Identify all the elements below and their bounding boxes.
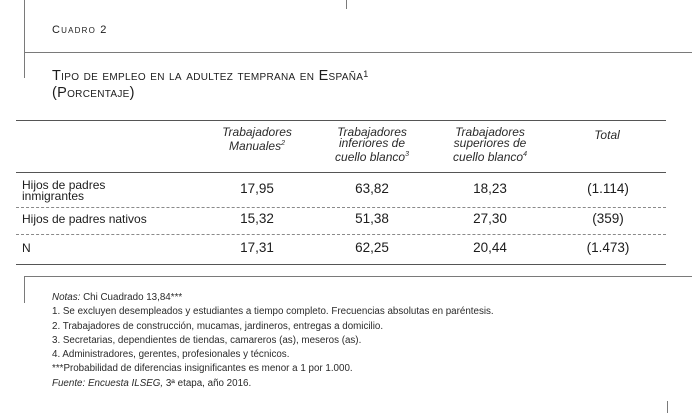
column-header: Total bbox=[572, 127, 642, 141]
row-label: N bbox=[22, 241, 31, 255]
table-notes: Notas: Chi Cuadrado 13,84*** 1. Se exclu… bbox=[52, 291, 652, 391]
footnote-item: 1. Se excluyen desempleados y estudiante… bbox=[52, 306, 494, 318]
footnote-item: 2. Trabajadores de construcción, mucamas… bbox=[52, 320, 384, 332]
row-divider bbox=[16, 207, 666, 208]
footnote-item: 3. Secretarias, dependientes de tiendas,… bbox=[52, 334, 362, 346]
table-cell: 15,32 bbox=[240, 211, 274, 226]
source-label: Fuente: bbox=[52, 377, 86, 389]
column-footnote-ref: 3 bbox=[405, 151, 409, 158]
table-cell: 17,31 bbox=[240, 240, 274, 255]
row-label: Hijos de padres inmigrantes bbox=[22, 178, 106, 203]
footnote-item: 4. Administradores, gerentes, profesiona… bbox=[52, 349, 290, 361]
column-footnote-ref: 4 bbox=[523, 151, 527, 158]
table-subtitle: (Porcentaje) bbox=[52, 85, 135, 101]
bottom-left-tick bbox=[24, 277, 25, 303]
column-header-text: Trabajadores inferiores de cuello blanco bbox=[335, 125, 407, 164]
source-detail: 3ª etapa, año 2016. bbox=[165, 377, 252, 389]
table-cell: 20,44 bbox=[473, 240, 507, 255]
table-top-rule bbox=[16, 120, 666, 121]
notes-label: Notas: bbox=[52, 292, 81, 303]
table-cell: 18,23 bbox=[473, 181, 507, 196]
table-header-rule bbox=[16, 172, 666, 173]
table-cell: (1.473) bbox=[586, 240, 630, 255]
column-header: Trabajadores superiores de cuello blanco… bbox=[444, 125, 536, 164]
notes-line: Notas: Chi Cuadrado 13,84*** bbox=[52, 291, 652, 305]
row-label: Hijos de padres nativos bbox=[22, 212, 147, 226]
table-cell: 63,82 bbox=[355, 181, 389, 196]
title-footnote-ref: 1 bbox=[363, 69, 369, 79]
source-line: Fuente: Encuesta ILSEG, 3ª etapa, año 20… bbox=[52, 377, 652, 391]
top-left-tick bbox=[24, 0, 25, 78]
table-cell: (1.114) bbox=[587, 181, 629, 196]
column-footnote-ref: 2 bbox=[281, 140, 285, 147]
footer-rule bbox=[24, 276, 692, 277]
table-bottom-rule bbox=[16, 264, 666, 265]
table-cell: (359) bbox=[592, 211, 624, 226]
table-title: Tipo de empleo en la adultez temprana en… bbox=[52, 68, 652, 102]
table-cell: 51,38 bbox=[355, 211, 389, 226]
table-cell: 17,95 bbox=[240, 181, 274, 196]
row-divider bbox=[16, 234, 666, 235]
footnote-item: ***Probabilidad de diferencias insignifi… bbox=[52, 363, 353, 375]
top-right-tick bbox=[346, 0, 347, 9]
column-header: Trabajadores inferiores de cuello blanco… bbox=[326, 125, 418, 164]
column-header-text: Total bbox=[594, 128, 620, 142]
table-cell: 62,25 bbox=[355, 240, 389, 255]
table-cell: 27,30 bbox=[473, 211, 507, 226]
source-name: Encuesta ILSEG, bbox=[87, 377, 164, 389]
notes-chi-square: Chi Cuadrado 13,84*** bbox=[83, 292, 183, 303]
header-rule bbox=[24, 52, 692, 53]
column-header-text: Trabajadores superiores de cuello blanco bbox=[453, 125, 527, 164]
table-number: Cuadro 2 bbox=[52, 24, 108, 36]
title-text: Tipo de empleo en la adultez temprana en… bbox=[52, 68, 364, 84]
bottom-right-tick bbox=[667, 401, 668, 413]
column-header: Trabajadores Manuales2 bbox=[212, 125, 302, 153]
column-header-text: Trabajadores Manuales bbox=[222, 125, 292, 153]
